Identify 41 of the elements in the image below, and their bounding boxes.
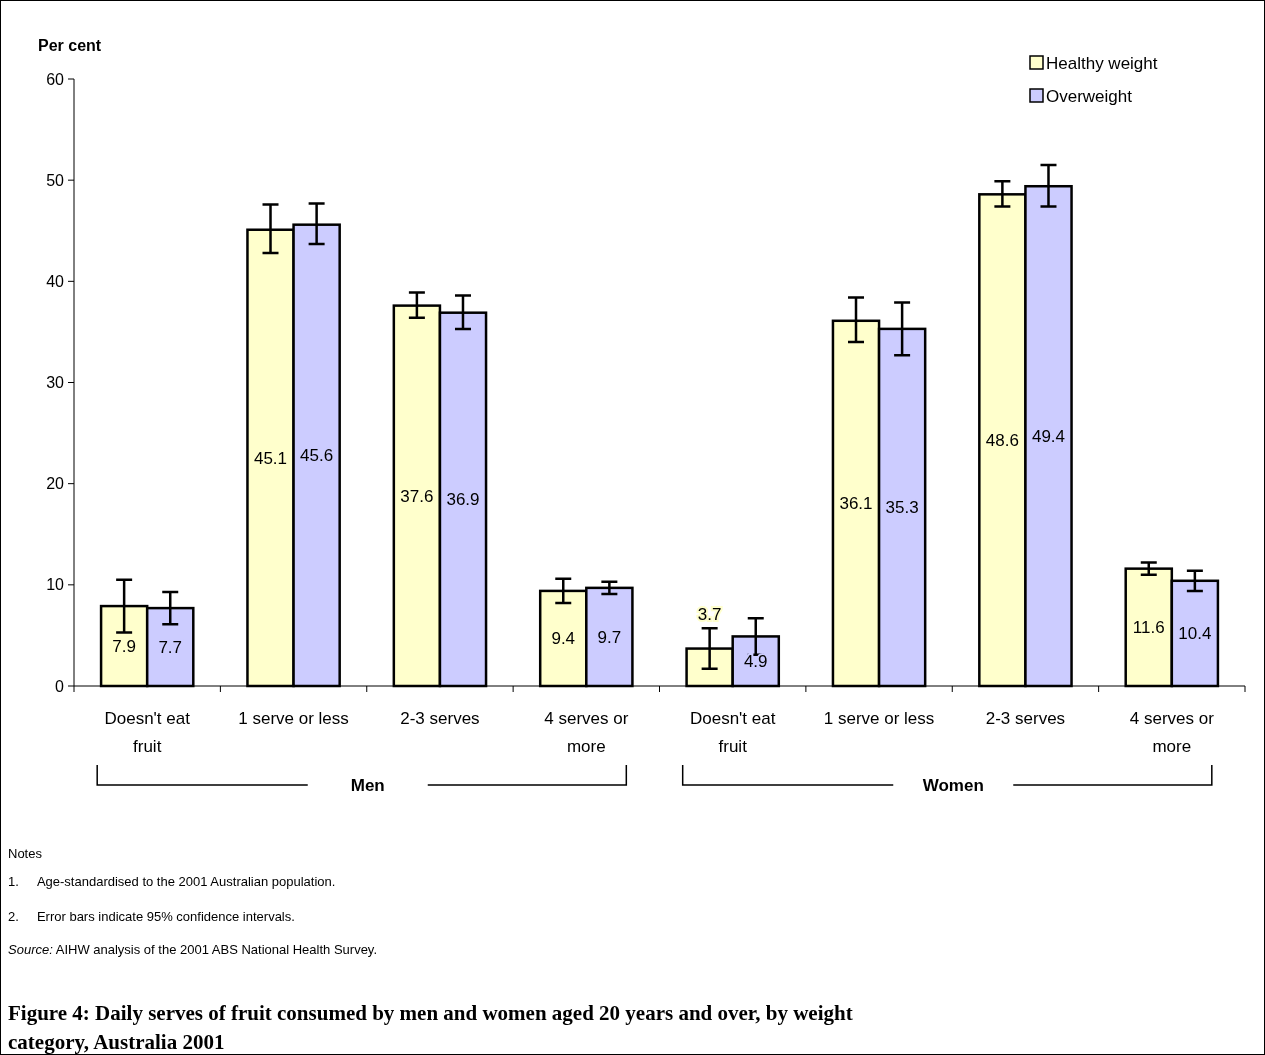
data-label: 37.6 (400, 486, 434, 506)
source-note: Source: AIHW analysis of the 2001 ABS National Health Survey. (8, 942, 378, 957)
y-tick-label: 30 (46, 374, 65, 392)
data-label: 10.4 (1178, 624, 1212, 644)
text: 1. Age-standardised to the 2001 Australian population. (8, 874, 336, 889)
y-tick-label: 60 (46, 70, 65, 88)
x-tick-label: 2-3 serves (985, 709, 1066, 728)
data-label: 48.6 (985, 431, 1019, 451)
x-tick-label: 4 serves or more (544, 709, 629, 756)
data-label: 49.4 (1031, 427, 1066, 447)
data-label: 36.9 (446, 490, 480, 510)
text: Women (922, 775, 984, 795)
y-axis-title: Per cent (38, 37, 102, 54)
data-label: 11.6 (1132, 618, 1165, 638)
data-label: 9.4 (551, 629, 576, 649)
y-tick-label: 20 (46, 475, 65, 493)
legend-label: Overweight (1046, 86, 1133, 106)
x-tick-label: Doesn't eat fruit (689, 709, 776, 756)
data-label: 35.3 (885, 498, 919, 518)
text: Men (350, 775, 385, 795)
data-label: 4.9 (743, 652, 768, 672)
data-label: 9.7 (597, 627, 622, 647)
text: Notes (8, 846, 43, 861)
y-tick-label: 0 (55, 677, 65, 695)
text: Figure 4: Daily serves of fruit consumed by men and women aged 20 years and over, by weight category, Australia 2001 (8, 1001, 853, 1054)
legend-label: Healthy weight (1046, 53, 1158, 73)
data-label: 45.1 (253, 448, 288, 468)
text: 2. Error bars indicate 95% confidence intervals. (8, 909, 295, 924)
y-tick-label: 50 (46, 171, 65, 189)
x-tick-label: 2-3 serves (400, 709, 480, 728)
x-tick-label: 4 serves or more (1129, 709, 1215, 756)
x-tick-label: Doesn't eat fruit (104, 709, 191, 756)
y-tick-label: 10 (46, 576, 65, 594)
data-label: 3.7 (697, 605, 722, 625)
x-tick-label: 1 serve or less (823, 709, 935, 728)
y-tick-label: 40 (46, 272, 65, 290)
data-label: 36.1 (839, 494, 873, 514)
x-tick-label: 1 serve or less (238, 709, 349, 728)
data-label: 45.6 (300, 446, 334, 466)
data-label: 7.7 (158, 638, 183, 657)
data-label: 7.9 (112, 636, 136, 656)
